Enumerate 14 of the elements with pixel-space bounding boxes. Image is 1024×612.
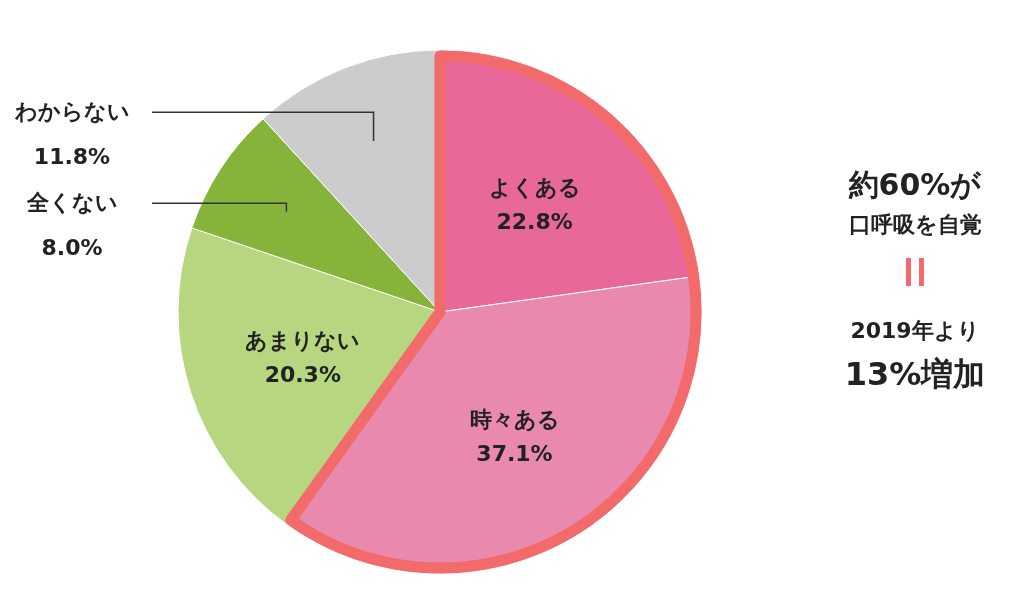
text: 13%増加 (844, 355, 986, 393)
data-label: 37.1% (476, 441, 553, 467)
text: 2019年より (850, 318, 980, 343)
slice-label: わからない (13, 99, 130, 125)
data-label: 11.8% (33, 144, 111, 170)
slice-label: 全くない (25, 190, 118, 216)
data-label: 20.3% (264, 362, 341, 388)
text: 口呼吸を自覚 (848, 212, 982, 237)
text: 約60%が (847, 167, 983, 202)
data-label: 8.0% (41, 235, 103, 261)
slice-label: よくある (488, 175, 581, 201)
data-label: 22.8% (496, 209, 573, 235)
slice-label: 時々ある (469, 407, 560, 433)
slice-label: あまりない (245, 328, 361, 354)
